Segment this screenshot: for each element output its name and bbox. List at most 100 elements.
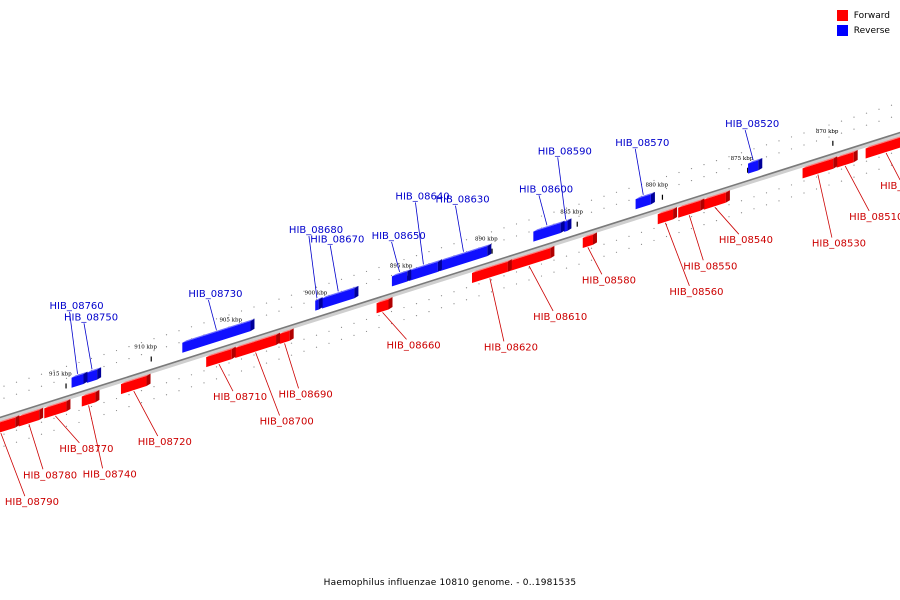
gene-block-hib_08660 <box>376 299 389 314</box>
gene-block-side <box>276 332 281 346</box>
scale-tick-label: 895 kbp <box>390 264 413 270</box>
gene-block-top <box>836 149 858 158</box>
track-dot <box>515 283 518 285</box>
track-dot <box>628 247 630 249</box>
track-dot <box>728 216 730 218</box>
gene-block-side <box>15 415 20 428</box>
gene-label[interactable]: HIB_08640 <box>395 191 449 202</box>
gene-block-side <box>833 156 838 169</box>
gene-label[interactable]: HIB_08590 <box>538 146 592 157</box>
track-dot <box>678 183 680 186</box>
gene-block-hib_08590 <box>564 220 568 232</box>
gene-label[interactable]: HIB_08510 <box>849 212 900 223</box>
gene-label[interactable]: HIB_08650 <box>372 231 426 242</box>
gene-label[interactable]: HIB_08570 <box>615 138 669 149</box>
track-dot <box>390 310 393 313</box>
track-dot <box>615 191 618 193</box>
track-dot <box>878 168 880 170</box>
gene-label[interactable]: HIB_08710 <box>213 392 267 403</box>
gene-block-side <box>407 269 412 282</box>
gene-block-hib_08530 <box>802 158 834 179</box>
track-dot <box>178 330 180 332</box>
gene-leader-line <box>329 245 339 292</box>
track-dot <box>140 354 143 356</box>
track-dot <box>503 227 505 229</box>
gene-label[interactable]: HIB_08730 <box>188 289 242 300</box>
track-dot <box>3 397 5 399</box>
gene-leader-line <box>88 405 103 469</box>
scale-tick-label: 910 kbp <box>134 345 157 351</box>
gene-block-top <box>44 398 71 409</box>
track-dot <box>515 235 518 237</box>
gene-label[interactable]: HIB_08600 <box>519 184 573 195</box>
track-dot <box>728 156 730 158</box>
gene-block-side <box>354 285 359 299</box>
gene-label[interactable]: HIB_08560 <box>669 287 723 298</box>
gene-label[interactable]: HIB_08540 <box>719 235 773 246</box>
gene-label[interactable]: HIB_08620 <box>484 342 538 353</box>
gene-label[interactable]: HIB_08670 <box>310 234 364 245</box>
track-dot <box>765 192 768 194</box>
gene-block-top <box>439 243 492 262</box>
gene-label[interactable]: HIB_08750 <box>64 312 118 323</box>
track-dot <box>165 346 168 348</box>
track-dot <box>153 398 155 400</box>
gene-block-top <box>678 198 705 208</box>
track-dot <box>115 361 118 364</box>
gene-label[interactable]: HIB_08770 <box>59 444 113 455</box>
gene-block-side <box>592 232 597 245</box>
genome-caption: Haemophilus influenzae 10810 genome. - 0… <box>323 578 577 588</box>
track-dot <box>378 314 380 317</box>
track-dot <box>315 334 318 336</box>
gene-label[interactable]: HIB_08760 <box>50 301 104 312</box>
gene-label[interactable]: HIB_08700 <box>260 417 314 428</box>
gene-label[interactable]: HIB_08660 <box>387 340 441 351</box>
gene-block-top <box>533 220 565 232</box>
gene-label[interactable]: HIB_08530 <box>812 239 866 250</box>
track-dot <box>578 251 580 253</box>
track-dot <box>853 176 855 178</box>
gene-label[interactable]: HIB_08550 <box>683 261 737 272</box>
track-dot <box>590 199 593 201</box>
gene-block-hib_08680 <box>315 299 319 311</box>
gene-block-hib_08720 <box>120 376 147 395</box>
track-dot <box>665 235 668 238</box>
legend-swatch-forward <box>836 10 848 21</box>
track-dot <box>690 227 693 230</box>
track-dot <box>390 262 393 265</box>
track-dot <box>840 120 843 122</box>
gene-block-hib_08560 <box>657 209 674 225</box>
track-dot <box>365 270 368 273</box>
scale-tick-label: 875 kbp <box>731 156 754 162</box>
track-dot <box>90 405 93 408</box>
gene-label[interactable]: HIB_08740 <box>83 469 137 480</box>
track-dot <box>240 358 243 360</box>
track-dot <box>103 401 105 404</box>
track-dot <box>865 160 868 162</box>
gene-block-top <box>18 407 44 417</box>
track-dot <box>315 286 318 288</box>
track-dot <box>190 374 193 376</box>
gene-label[interactable]: HIB_08780 <box>23 470 77 481</box>
gene-label[interactable]: HIB_08690 <box>279 389 333 400</box>
gene-label[interactable]: HIB_08610 <box>533 312 587 323</box>
gene-label[interactable]: HIB_08520 <box>725 119 779 130</box>
gene-label[interactable]: HIB_08630 <box>435 195 489 206</box>
gene-label[interactable]: HIB_08580 <box>582 275 636 286</box>
track-dot <box>315 346 318 348</box>
gene-block-hib_08790 <box>0 417 16 433</box>
track-dot <box>178 342 180 344</box>
track-dot <box>615 203 618 205</box>
track-dot <box>15 441 18 443</box>
gene-label[interactable]: HIB_08500 <box>880 181 900 192</box>
gene-label[interactable]: HIB_08790 <box>5 497 59 508</box>
track-dot <box>203 370 205 372</box>
gene-leader-line <box>528 265 554 312</box>
gene-block-side <box>758 158 763 171</box>
gene-block-top <box>564 218 572 222</box>
gene-block-top <box>802 156 838 169</box>
gene-label[interactable]: HIB_08680 <box>289 225 343 236</box>
track-dot <box>140 402 143 404</box>
gene-label[interactable]: HIB_08720 <box>138 437 192 448</box>
